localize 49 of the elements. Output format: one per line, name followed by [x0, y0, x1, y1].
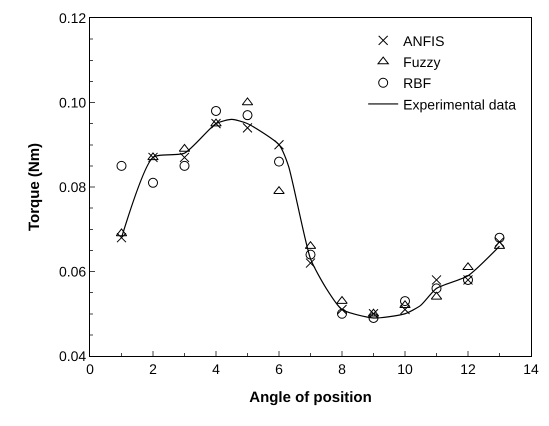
y-axis-title: Torque (Nm)	[26, 142, 44, 232]
x-tick-label: 6	[275, 360, 284, 377]
point	[337, 308, 347, 319]
point	[147, 152, 159, 160]
legend-label: Experimental data	[403, 96, 516, 112]
point	[400, 296, 410, 306]
point	[430, 292, 442, 300]
point	[432, 283, 442, 294]
legend-label: Fuzzy	[403, 54, 441, 70]
x-tick-label: 14	[523, 360, 539, 377]
point	[242, 110, 252, 120]
point	[400, 304, 410, 315]
x-tick-label: 2	[149, 360, 158, 377]
x-tick-label: 12	[460, 360, 476, 377]
point	[368, 308, 378, 319]
point	[462, 262, 474, 270]
point	[432, 274, 442, 285]
point	[337, 304, 347, 315]
x-tick-label: 4	[212, 360, 220, 377]
y-tick-label: 0.10	[58, 94, 86, 110]
point	[399, 300, 411, 308]
point	[148, 152, 158, 162]
point	[494, 232, 504, 243]
y-tick-label: 0.06	[58, 263, 86, 280]
point	[180, 160, 190, 171]
point	[274, 140, 284, 150]
y-tick-label: 0.08	[58, 178, 86, 195]
point	[178, 144, 190, 152]
point	[211, 118, 221, 129]
point	[306, 250, 316, 260]
point	[494, 236, 504, 247]
point	[116, 228, 128, 236]
x-tick-label: 8	[338, 360, 346, 377]
point	[368, 312, 378, 323]
y-tick-label: 0.12	[58, 10, 86, 26]
legend-label: RBF	[403, 75, 432, 92]
point	[116, 232, 126, 243]
point	[306, 258, 316, 268]
point	[211, 106, 221, 116]
point	[274, 156, 284, 167]
point	[116, 160, 126, 171]
x-tick-label: 0	[86, 360, 94, 377]
x-tick-label: 10	[397, 360, 413, 377]
point	[148, 178, 158, 188]
point	[242, 122, 252, 133]
x-axis-title: Angle of position	[249, 388, 372, 406]
y-tick-label: 0.04	[58, 348, 86, 364]
point	[180, 152, 190, 162]
legend-label: ANFIS	[403, 32, 444, 49]
